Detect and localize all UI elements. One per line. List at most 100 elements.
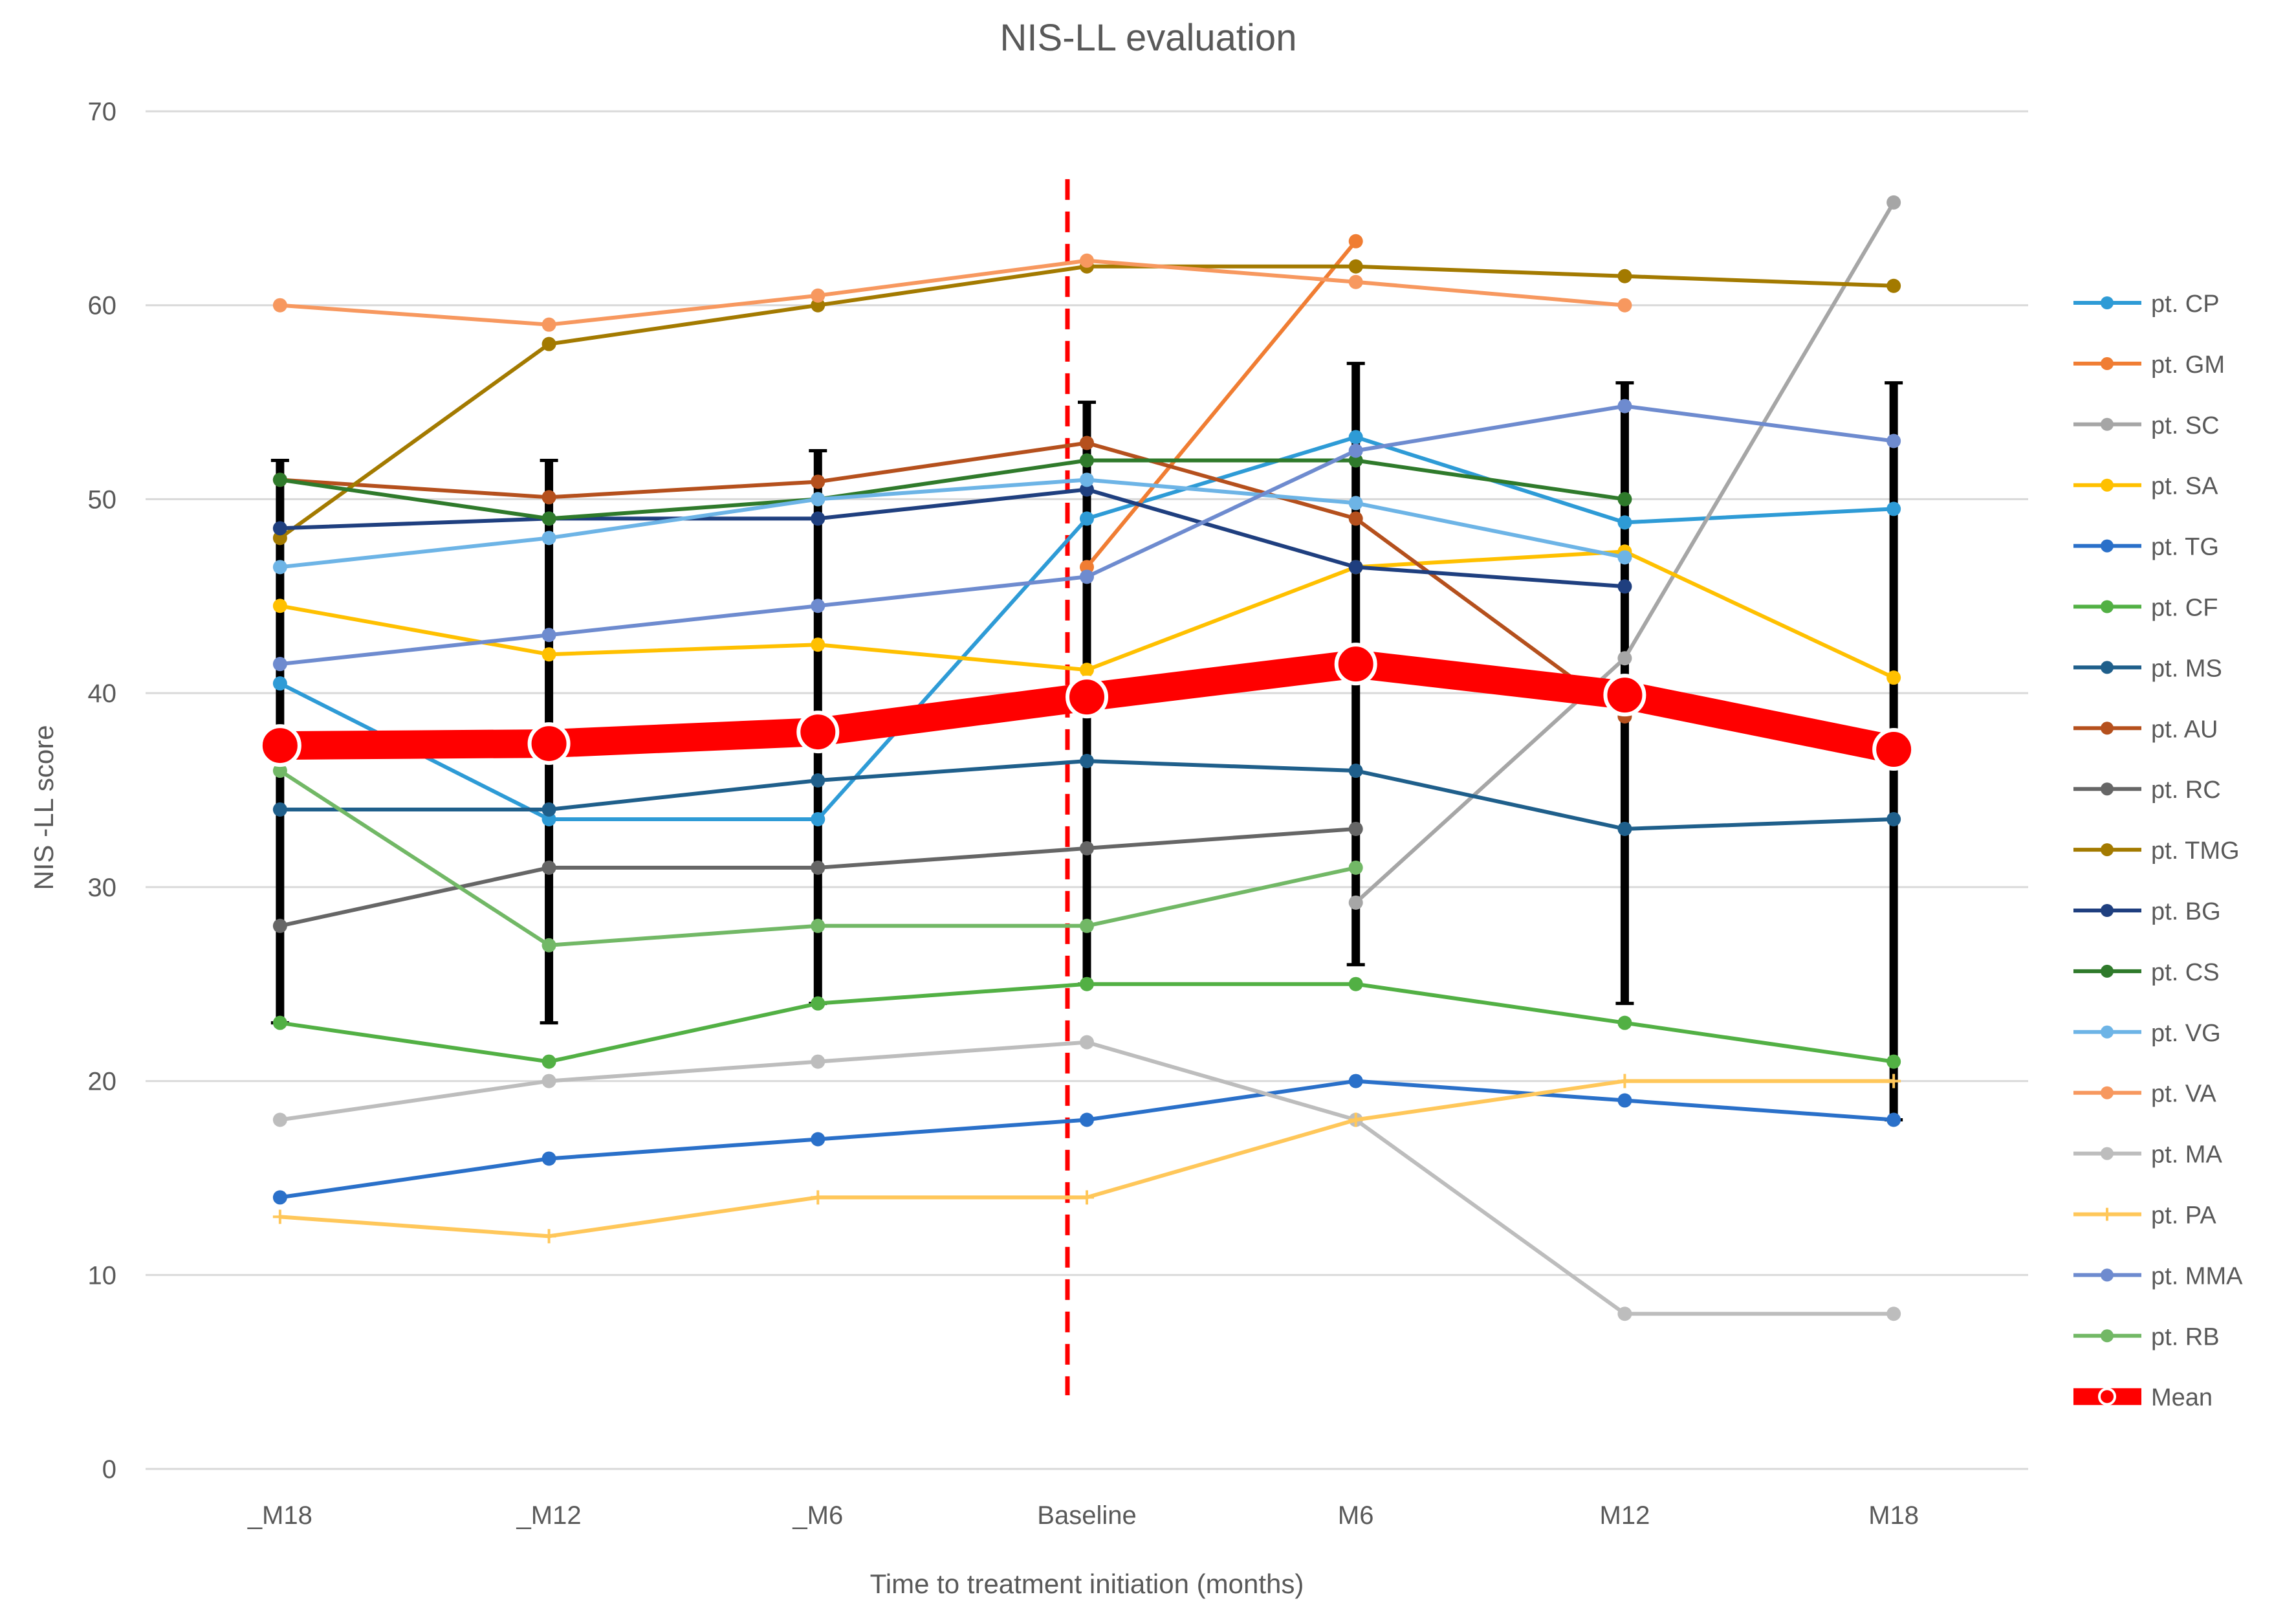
data-point	[272, 472, 287, 487]
data-point	[272, 1209, 287, 1224]
x-tick-labels: _M18 _M12 _M6 Baseline M6 M12 M18	[247, 1501, 1919, 1530]
legend-label: pt. GM	[2151, 351, 2225, 379]
data-point	[811, 511, 825, 526]
data-point	[541, 511, 556, 526]
data-point	[272, 1190, 287, 1205]
legend-item: pt. SC	[2073, 412, 2220, 439]
legend-label: Mean	[2151, 1384, 2213, 1411]
data-point	[1886, 1112, 1901, 1127]
data-point	[272, 657, 287, 672]
legend-label: pt. CF	[2151, 595, 2218, 622]
x-tick-label: _M18	[247, 1501, 312, 1530]
legend-label: pt. SA	[2151, 473, 2218, 500]
data-point	[1617, 579, 1632, 594]
legend-item: pt. PA	[2073, 1202, 2216, 1230]
legend-item: pt. MA	[2073, 1141, 2222, 1169]
data-point	[1080, 1190, 1094, 1205]
data-point	[272, 1112, 287, 1127]
data-point	[1080, 754, 1094, 769]
data-point	[1617, 550, 1632, 565]
data-point	[1348, 511, 1363, 526]
data-point	[272, 1015, 287, 1030]
data-point	[1886, 195, 1901, 210]
legend-label: pt. CP	[2151, 291, 2220, 318]
data-point	[811, 1190, 825, 1205]
legend-label: pt. VA	[2151, 1081, 2216, 1108]
y-tick-labels: 0 10 20 30 40 50 60 70	[88, 98, 117, 1484]
series-line	[278, 441, 1627, 719]
legend-label: pt. BG	[2151, 898, 2221, 925]
legend-item: pt. TMG	[2073, 837, 2240, 865]
data-point	[1348, 1112, 1363, 1127]
series-line	[278, 458, 1627, 521]
series-pt-sc	[1348, 195, 1901, 910]
legend-item: pt. BG	[2073, 898, 2221, 925]
series-line	[278, 982, 1896, 1064]
series-pt-cs	[272, 453, 1632, 526]
legend-item: Mean	[2073, 1384, 2213, 1411]
data-point	[541, 317, 556, 332]
data-point	[1617, 1015, 1632, 1030]
data-point	[1080, 453, 1094, 468]
series-line	[278, 258, 1627, 327]
legend-label: pt. MMA	[2151, 1263, 2243, 1290]
data-point	[811, 1132, 825, 1147]
data-point	[1080, 1035, 1094, 1050]
y-tick-label: 0	[102, 1455, 116, 1484]
y-tick-label: 60	[88, 292, 117, 320]
series-pt-tg	[272, 1074, 1901, 1205]
legend-item: pt. MS	[2073, 655, 2222, 682]
x-tick-label: _M12	[516, 1501, 582, 1530]
data-point	[1348, 1074, 1363, 1088]
x-tick-label: M12	[1600, 1501, 1650, 1530]
legend-item: pt. CP	[2073, 291, 2220, 318]
legend-item: pt. VG	[2073, 1020, 2221, 1047]
data-point	[1617, 399, 1632, 414]
data-point	[811, 860, 825, 875]
data-point	[1886, 502, 1901, 516]
legend-label: pt. MA	[2151, 1141, 2222, 1169]
data-point	[1872, 728, 1916, 771]
data-point	[1080, 841, 1094, 855]
legend-label: pt. CS	[2151, 959, 2220, 986]
data-point	[1886, 670, 1901, 685]
legend-item: pt. CF	[2073, 595, 2218, 622]
data-point	[811, 1054, 825, 1069]
legend-label: pt. MS	[2151, 655, 2222, 682]
chart-title: NIS-LL evaluation	[1000, 17, 1297, 59]
data-point	[811, 492, 825, 507]
y-tick-label: 70	[88, 98, 117, 126]
series-mean	[258, 643, 1916, 771]
series-line	[278, 478, 1627, 569]
data-point	[1617, 515, 1632, 530]
legend-item: pt. VA	[2073, 1081, 2216, 1108]
data-point	[541, 531, 556, 546]
legend-item: pt. RC	[2073, 777, 2221, 804]
data-point	[1080, 1112, 1094, 1127]
data-point	[272, 676, 287, 691]
series-lines	[258, 195, 1916, 1321]
data-point	[1348, 560, 1363, 575]
data-point	[1348, 895, 1363, 910]
data-point	[272, 802, 287, 817]
data-point	[1886, 278, 1901, 293]
series-pt-ms	[272, 754, 1901, 836]
data-point	[541, 938, 556, 953]
y-axis-label: NIS -LL score	[28, 725, 59, 890]
data-point	[258, 724, 301, 767]
data-point	[1348, 821, 1363, 836]
legend-label: pt. TG	[2151, 534, 2219, 561]
data-point	[541, 647, 556, 662]
data-point	[1348, 430, 1363, 445]
series-pt-pa	[272, 1074, 1901, 1244]
y-tick-label: 10	[88, 1261, 117, 1290]
data-point	[272, 599, 287, 613]
data-point	[1603, 674, 1646, 717]
data-point	[541, 1151, 556, 1166]
data-point	[811, 637, 825, 652]
series-pt-ma	[272, 1035, 1901, 1321]
series-pt-va	[272, 253, 1632, 332]
series-line	[278, 1079, 1896, 1200]
series-pt-rb	[272, 764, 1363, 953]
series-line	[1085, 239, 1358, 569]
